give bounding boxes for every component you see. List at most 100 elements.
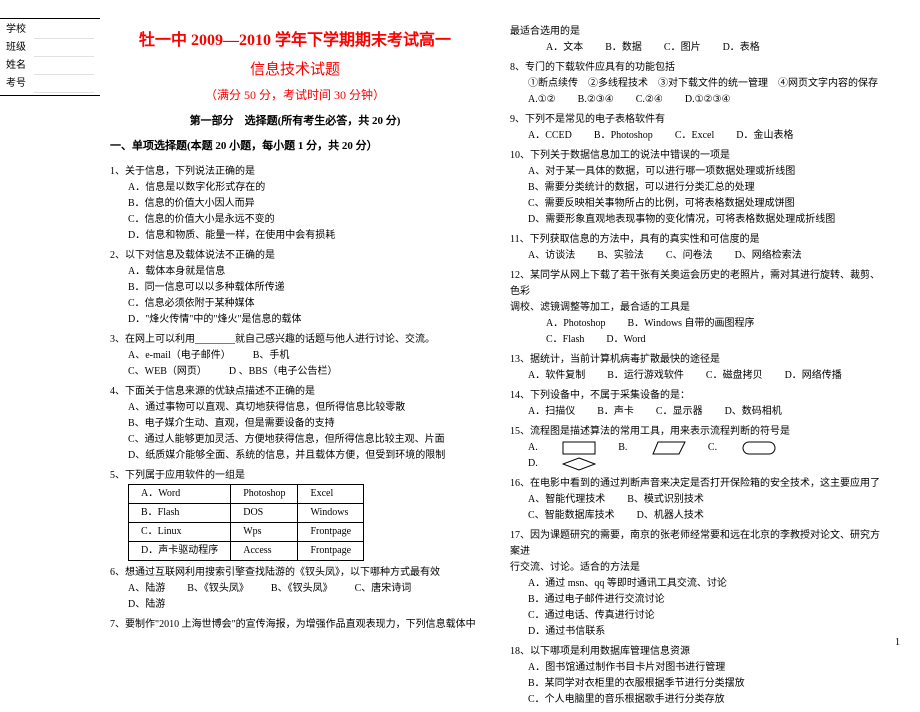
q1-opt-d: D．信息和物质、能量一样，在使用中会有损耗 [128,228,480,244]
q11-opt-b: B、实验法 [597,248,644,264]
q13-opt-c: C．磁盘拷贝 [706,368,763,384]
q12-stem: 12、某同学从网上下载了若干张有关奥运会历史的老照片，需对其进行旋转、裁剪、色彩 [510,268,880,300]
question-9: 9、下列不是常见的电子表格软件有 A．CCED B．Photoshop C．Ex… [510,112,880,144]
q2-opt-d: D．"烽火传情"中的"烽火"是信息的载体 [128,312,480,328]
exam-page: 牡一中 2009—2010 学年下学期期末考试高一 信息技术试题 （满分 50 … [0,0,920,712]
q1-opt-b: B．信息的价值大小因人而异 [128,196,480,212]
blank-line [34,57,94,75]
q15-opt-d: D. [528,456,596,472]
blank-line [34,39,94,57]
q12-opt-c: C．Flash [546,332,584,348]
q5-r3c1: Access [231,541,298,560]
q12-opt-d: D．Word [606,332,645,348]
question-11: 11、下列获取信息的方法中，具有的真实性和可信度的是 A、访谈法 B、实验法 C… [510,232,880,264]
q6-opt-3: C、唐宋诗词 [355,581,412,597]
q3-opt-a: A、e-mail（电子邮件） [128,348,231,364]
label-exam-id: 考号 [6,75,34,93]
q9-opt-a: A．CCED [528,128,572,144]
q4-opt-b: B、电子媒介生动、直观，但是需要设备的支持 [128,416,480,432]
question-8: 8、专门的下载软件应具有的功能包括 ①断点续传 ②多线程技术 ③对下载文件的统一… [510,60,880,108]
section-heading: 一、单项选择题(本题 20 小题，每小题 1 分，共 20 分） [110,138,480,156]
q18-opt-a: A．图书馆通过制作书目卡片对图书进行管理 [528,660,880,676]
parallelogram-icon [652,441,686,455]
q5-stem: 5、下列属于应用软件的一组是 [110,468,480,484]
question-18: 18、以下哪项是利用数据库管理信息资源 A．图书馆通过制作书目卡片对图书进行管理… [510,644,880,708]
diamond-icon [562,457,596,471]
blank-line [34,21,94,39]
q8-opt-a: A.①② [528,92,556,108]
question-7-cont: 最适合选用的是 A．文本 B．数据 C．图片 D．表格 [510,24,880,56]
exam-title-1: 牡一中 2009—2010 学年下学期期末考试高一 [110,28,480,54]
q11-opt-c: C、问卷法 [666,248,713,264]
q15-opt-c: C. [708,440,776,456]
q15-c-label: C. [708,442,717,453]
q17-opt-a: A．通过 msn、qq 等即时通讯工具交流、讨论 [528,576,880,592]
q5-r2c0: C．Linux [129,522,231,541]
q5-r1c2: Windows [298,503,364,522]
q13-opt-b: B．运行游戏软件 [607,368,684,384]
q3-opt-c: C、WEB（网页） [128,364,207,380]
exam-title-2: 信息技术试题 [110,58,480,82]
q12-opt-a: A．Photoshop [546,316,605,332]
q2-opt-b: B．同一信息可以以多种载体所传递 [128,280,480,296]
q8-opt-b: B.②③④ [578,92,614,108]
question-2: 2、以下对信息及载体说法不正确的是 A．载体本身就是信息 B．同一信息可以以多种… [110,248,480,328]
q5-r3c2: Frontpage [298,541,364,560]
question-16: 16、在电影中看到的通过判断声音来决定是否打开保险箱的安全技术，这主要应用了 A… [510,476,880,524]
q8-opt-c: C.②④ [636,92,663,108]
q2-opt-a: A．载体本身就是信息 [128,264,480,280]
page-number: 1 [895,635,900,651]
q3-stem: 3、在网上可以利用________就自己感兴趣的话题与他人进行讨论、交流。 [110,332,480,348]
left-column: 牡一中 2009—2010 学年下学期期末考试高一 信息技术试题 （满分 50 … [110,20,480,712]
q9-opt-c: C．Excel [675,128,714,144]
q17-opt-c: C．通过电话、传真进行讨论 [528,608,880,624]
question-14: 14、下列设备中，不属于采集设备的是： A．扫描仪 B．声卡 C．显示器 D、数… [510,388,880,420]
q15-opt-a: A. [528,440,596,456]
q17-opt-d: D．通过书信联系 [528,624,880,640]
q15-d-label: D. [528,458,538,469]
q14-opt-c: C．显示器 [656,404,703,420]
q1-opt-a: A．信息是以数字化形式存在的 [128,180,480,196]
q5-r0c2: Excel [298,484,364,503]
q6-opt-0: A、陆游 [128,581,165,597]
right-column: 最适合选用的是 A．文本 B．数据 C．图片 D．表格 8、专门的下载软件应具有… [510,20,880,712]
label-name: 姓名 [6,57,34,75]
q10-stem: 10、下列关于数据信息加工的说法中错误的一项是 [510,148,880,164]
q5-r1c1: DOS [231,503,298,522]
rounded-rect-icon [742,441,776,455]
q14-opt-b: B．声卡 [597,404,634,420]
q7-opt-b: B．数据 [605,40,642,56]
question-1: 1、关于信息，下列说法正确的是 A．信息是以数字化形式存在的 B．信息的价值大小… [110,164,480,244]
q11-opt-a: A、访谈法 [528,248,575,264]
question-6: 6、想通过互联网利用搜索引擎查找陆游的《钗头凤》，以下哪种方式最有效 A、陆游 … [110,565,480,613]
q2-opt-c: C．信息必须依附于某种媒体 [128,296,480,312]
q4-stem: 4、下面关于信息来源的优缺点描述不正确的是 [110,384,480,400]
q14-stem: 14、下列设备中，不属于采集设备的是： [510,388,880,404]
question-13: 13、据统计，当前计算机病毒扩散最快的途径是 A．软件复制 B．运行游戏软件 C… [510,352,880,384]
q17-cont: 行交流、讨论。适合的方法是 [510,560,880,576]
q18-opt-c: C．个人电脑里的音乐根据歌手进行分类存放 [528,692,880,708]
q16-stem: 16、在电影中看到的通过判断声音来决定是否打开保险箱的安全技术，这主要应用了 [510,476,880,492]
q5-r2c2: Frontpage [298,522,364,541]
q17-stem: 17、因为课题研究的需要，南京的张老师经常要和远在北京的李教授对论文、研究方案进 [510,528,880,560]
question-3: 3、在网上可以利用________就自己感兴趣的话题与他人进行讨论、交流。 A、… [110,332,480,380]
q9-stem: 9、下列不是常见的电子表格软件有 [510,112,880,128]
q10-opt-d: D、需要形象直观地表现事物的变化情况，可将表格数据处理成折线图 [528,212,880,228]
q13-stem: 13、据统计，当前计算机病毒扩散最快的途径是 [510,352,880,368]
q18-stem: 18、以下哪项是利用数据库管理信息资源 [510,644,880,660]
q12-opt-b: B．Windows 自带的画图程序 [627,316,754,332]
question-15: 15、流程图是描述算法的常用工具，用来表示流程判断的符号是 A. B. C. D… [510,424,880,472]
q15-stem: 15、流程图是描述算法的常用工具，用来表示流程判断的符号是 [510,424,880,440]
q7-opt-a: A．文本 [546,40,583,56]
label-class: 班级 [6,39,34,57]
q6-opt-1: B、《钗头凤》 [187,581,249,597]
q4-opt-d: D、纸质媒介能够全面、系统的信息，并且载体方便，但受到环境的限制 [128,448,480,464]
q5-r1c0: B．Flash [129,503,231,522]
q10-opt-c: C、需要反映相关事物所占的比例，可将表格数据处理成饼图 [528,196,880,212]
q18-opt-b: B．某同学对衣柜里的衣服根据季节进行分类摆放 [528,676,880,692]
question-12: 12、某同学从网上下载了若干张有关奥运会历史的老照片，需对其进行旋转、裁剪、色彩… [510,268,880,348]
q7-opt-d: D．表格 [723,40,760,56]
q11-opt-d: D、网络检索法 [735,248,802,264]
student-info-box: 学校 班级 姓名 考号 [0,18,100,96]
q15-a-label: A. [528,442,538,453]
